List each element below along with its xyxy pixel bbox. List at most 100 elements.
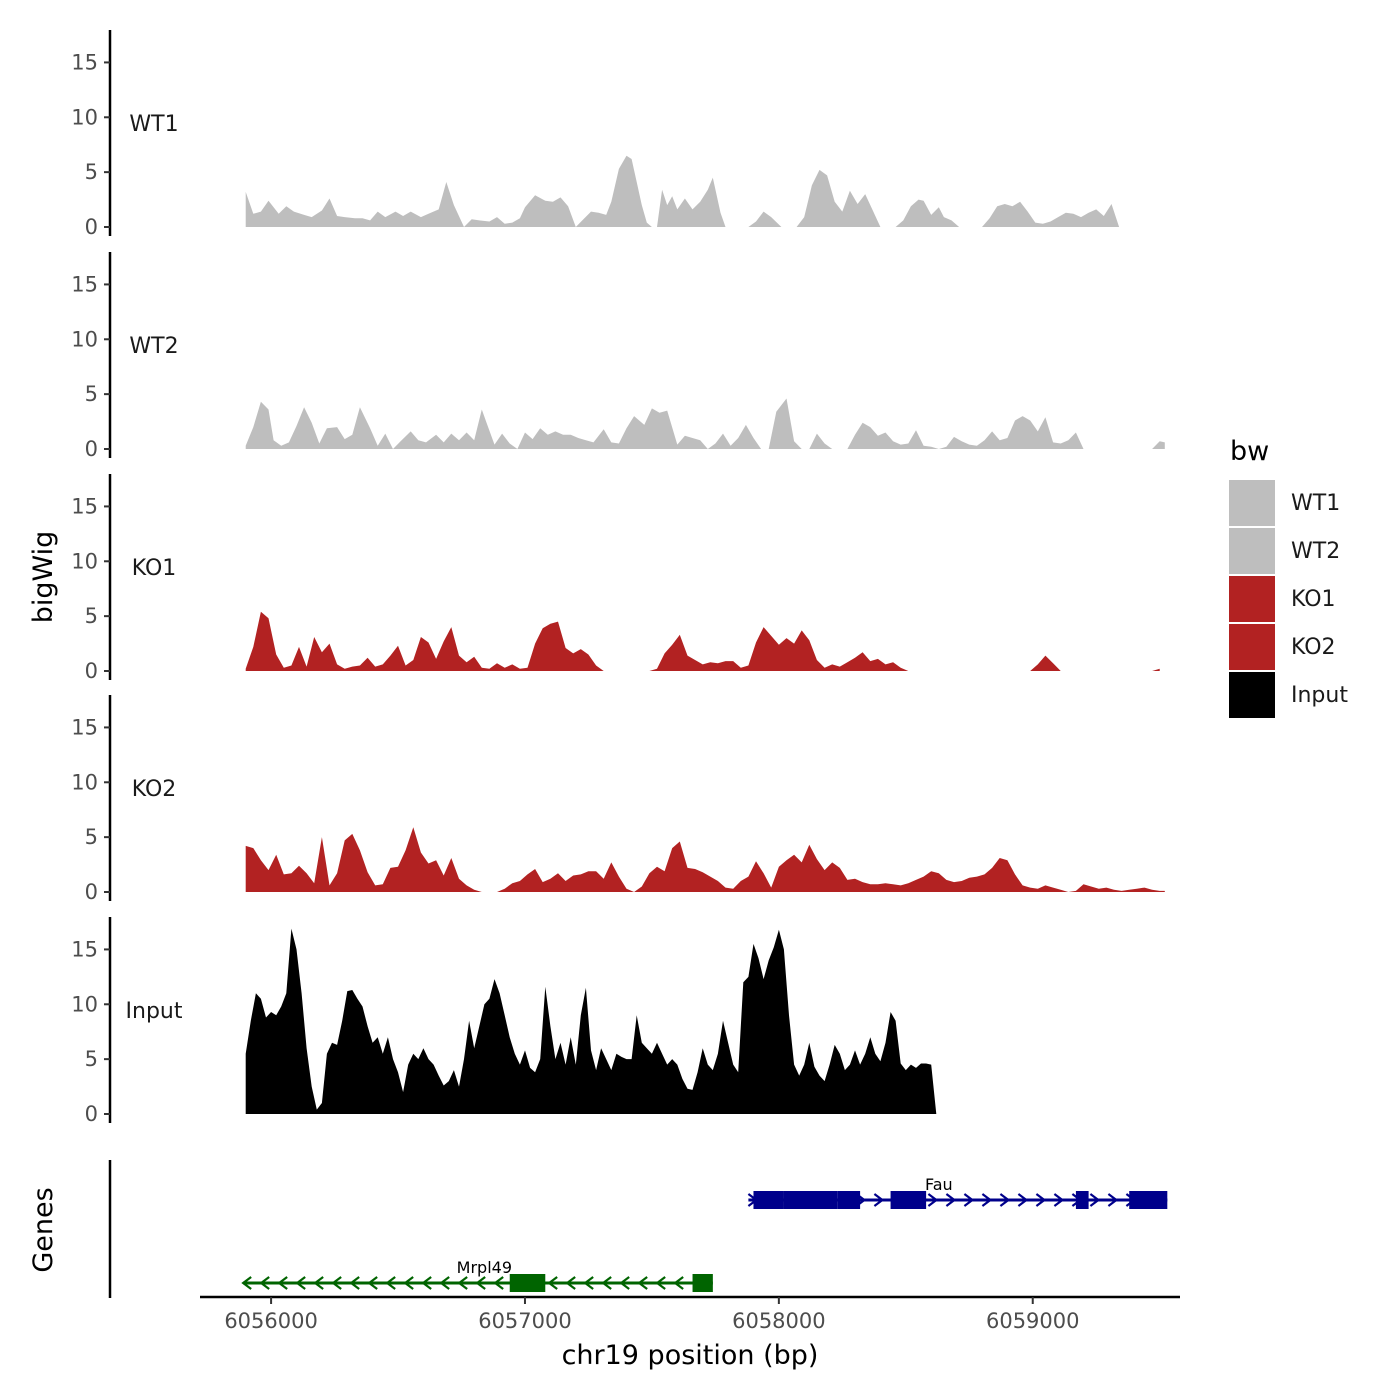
exon-block (783, 1191, 838, 1209)
x-tick-label: 6056000 (224, 1309, 318, 1333)
legend-label-ko2: KO2 (1291, 635, 1336, 660)
legend-label-ko1: KO1 (1291, 587, 1336, 612)
y-tick-label: 5 (85, 1047, 98, 1071)
exon-block (837, 1191, 861, 1209)
strand-chevron (421, 1276, 432, 1290)
strand-chevron (1053, 1193, 1065, 1207)
exon-block (753, 1191, 784, 1209)
strand-chevron (403, 1276, 414, 1290)
exon-block (890, 1191, 927, 1209)
y-tick-label: 15 (71, 272, 98, 296)
y-tick-label: 5 (85, 382, 98, 406)
y-tick-label: 5 (85, 604, 98, 628)
y-tick-label: 10 (71, 770, 98, 794)
strand-chevron (619, 1276, 630, 1290)
y-tick-label: 0 (85, 437, 98, 461)
y-tick-label: 0 (85, 880, 98, 904)
strand-chevron (295, 1276, 306, 1290)
track-ko1: 0 5 10 15 KO1 (71, 474, 1160, 683)
strand-chevron (349, 1276, 360, 1290)
strand-chevron (241, 1276, 252, 1290)
legend-label-wt2: WT2 (1291, 539, 1340, 564)
strand-chevron (1017, 1193, 1029, 1207)
strand-chevron (475, 1276, 486, 1290)
track-wt2: 0 5 10 15 WT2 (71, 252, 1165, 461)
gene-mrpl49: Mrpl49 (241, 1258, 713, 1292)
strand-chevron (583, 1276, 594, 1290)
strand-chevron (981, 1193, 993, 1207)
strand-chevron (1035, 1193, 1047, 1207)
strand-chevron (331, 1276, 342, 1290)
strand-chevron (927, 1193, 939, 1207)
y-tick-label: 15 (71, 50, 98, 74)
legend-key-wt1 (1229, 480, 1275, 526)
exon-block (1075, 1191, 1089, 1209)
strand-chevron (673, 1276, 684, 1290)
gene-fau: Fau (747, 1175, 1168, 1209)
track-wt1: 0 5 10 15 WT1 (71, 30, 1165, 239)
genes-panel-title: Genes (28, 1187, 59, 1272)
gene-label-mrpl49: Mrpl49 (457, 1258, 512, 1277)
track-label-ko1: KO1 (132, 556, 177, 581)
track-label-ko2: KO2 (132, 777, 177, 802)
legend-key-ko2 (1229, 624, 1275, 670)
exon-block (692, 1274, 713, 1292)
track-label-input: Input (126, 999, 183, 1024)
strand-chevron (367, 1276, 378, 1290)
strand-chevron (655, 1276, 666, 1290)
strand-chevron (565, 1276, 576, 1290)
strand-chevron (547, 1276, 558, 1290)
y-tick-label: 5 (85, 160, 98, 184)
strand-chevron (259, 1276, 270, 1290)
x-axis: 6056000 6057000 6058000 6059000 (200, 1295, 1180, 1333)
strand-chevron (637, 1276, 648, 1290)
y-tick-label: 15 (71, 715, 98, 739)
legend-title: bw (1230, 436, 1269, 467)
strand-chevron (1107, 1193, 1119, 1207)
exon-block (509, 1274, 546, 1292)
coverage-area-wt2 (245, 398, 1165, 449)
coverage-area-ko2 (245, 827, 1165, 892)
y-tick-label: 0 (85, 659, 98, 683)
strand-chevron (1089, 1193, 1101, 1207)
legend-key-wt2 (1229, 528, 1275, 574)
strand-chevron (963, 1193, 975, 1207)
strand-chevron (385, 1276, 396, 1290)
genes-panel: Fau Mrpl49 (108, 1160, 1168, 1298)
y-tick-label: 10 (71, 992, 98, 1016)
track-label-wt2: WT2 (129, 334, 178, 359)
legend-label-wt1: WT1 (1291, 491, 1340, 516)
x-axis-title: chr19 position (bp) (562, 1340, 819, 1371)
y-tick-label: 15 (71, 937, 98, 961)
y-tick-label: 0 (85, 1102, 98, 1126)
strand-chevron (313, 1276, 324, 1290)
coverage-area-input (245, 928, 937, 1114)
legend-key-input (1229, 672, 1275, 718)
coverage-tracks: 0 5 10 15 WT1 0 5 10 15 WT2 0 5 10 15 KO1 0 5 10 15 KO2 0 5 10… (71, 30, 1165, 1126)
strand-chevron (601, 1276, 612, 1290)
strand-chevron (439, 1276, 450, 1290)
track-ko2: 0 5 10 15 KO2 (71, 695, 1165, 904)
y-tick-label: 10 (71, 105, 98, 129)
strand-chevron (493, 1276, 504, 1290)
y-axis-title: bigWig (28, 531, 59, 624)
gene-label-fau: Fau (925, 1175, 953, 1194)
strand-chevron (457, 1276, 468, 1290)
x-tick-label: 6057000 (478, 1309, 572, 1333)
exon-block (1129, 1191, 1168, 1209)
track-input: 0 5 10 15 Input (71, 917, 937, 1126)
legend: bw WT1 WT2 KO1 KO2 Input (1229, 436, 1348, 718)
track-label-wt1: WT1 (129, 112, 178, 137)
strand-chevron (873, 1193, 885, 1207)
legend-label-input: Input (1291, 683, 1348, 708)
x-tick-label: 6058000 (732, 1309, 826, 1333)
coverage-area-ko1 (245, 611, 1160, 671)
strand-chevron (945, 1193, 957, 1207)
strand-chevron (999, 1193, 1011, 1207)
y-tick-label: 15 (71, 494, 98, 518)
x-tick-label: 6059000 (986, 1309, 1080, 1333)
strand-chevron (277, 1276, 288, 1290)
y-tick-label: 5 (85, 825, 98, 849)
y-tick-label: 10 (71, 549, 98, 573)
